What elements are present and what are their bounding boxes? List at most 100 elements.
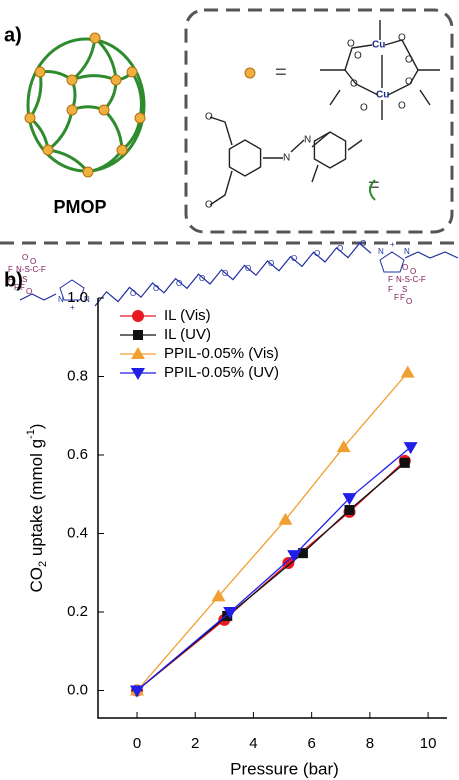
legend-label: IL (UV) <box>164 326 211 343</box>
atom: O <box>354 51 362 62</box>
marker <box>131 347 145 359</box>
charge: + <box>70 303 75 312</box>
y-label-part: ) <box>27 424 46 430</box>
y-tick-label: 1.0 <box>67 289 88 306</box>
y-label-part: CO <box>27 567 46 593</box>
cage-node <box>98 104 110 116</box>
series-line <box>136 446 412 692</box>
x-tick-label: 2 <box>191 735 199 752</box>
ring <box>379 251 405 273</box>
bond <box>347 139 363 151</box>
atom: N <box>304 135 311 146</box>
x-tick-label: 6 <box>307 735 315 752</box>
chain <box>404 251 459 259</box>
atom: O <box>130 289 136 298</box>
atom: O <box>22 253 28 262</box>
atom: N <box>283 153 290 164</box>
equals: = <box>275 61 287 83</box>
marker <box>133 330 143 340</box>
bond <box>320 44 373 71</box>
atom: O <box>406 297 412 306</box>
bond <box>290 139 305 153</box>
cage-node <box>66 104 78 116</box>
atom: O <box>268 259 274 268</box>
atom: O <box>405 55 413 66</box>
y-tick-label: 0.4 <box>67 524 88 541</box>
cage-node <box>134 112 146 124</box>
bond <box>311 164 319 183</box>
atom: O <box>205 200 213 211</box>
cage-node <box>34 66 46 78</box>
marker <box>400 365 415 378</box>
bond <box>369 179 376 201</box>
x-tick-label: 10 <box>420 735 437 752</box>
atom: O <box>30 257 36 266</box>
panel-label: b) <box>4 269 23 291</box>
atom: O <box>398 33 406 44</box>
cage-edge <box>47 109 74 152</box>
atom: N-S-C-F <box>16 265 46 274</box>
cage-node <box>66 74 78 86</box>
bond <box>209 116 233 146</box>
cage-edge <box>71 37 97 82</box>
marker <box>223 607 238 620</box>
bond <box>311 131 331 148</box>
axes <box>97 298 447 719</box>
cage-node <box>116 144 128 156</box>
ring <box>228 139 262 177</box>
marker <box>132 310 144 322</box>
atom: F <box>14 283 19 292</box>
atom: Cu <box>372 40 385 51</box>
marker <box>282 556 295 569</box>
y-tick-label: 0.6 <box>67 446 88 463</box>
atom: N <box>58 295 64 304</box>
atom: S <box>22 275 27 284</box>
y-tick-label: 0.2 <box>67 603 88 620</box>
marker <box>399 457 410 468</box>
atom: O <box>360 103 368 114</box>
atom: O <box>410 267 416 276</box>
atom: O <box>222 269 228 278</box>
bond <box>384 39 440 71</box>
marker <box>131 368 145 380</box>
atom: O <box>176 279 182 288</box>
cage-node <box>42 144 54 156</box>
bond <box>209 170 233 206</box>
cage-edge <box>93 36 118 81</box>
chain <box>19 293 57 301</box>
x-tick-label: 0 <box>133 735 141 752</box>
cage-edge <box>102 108 124 151</box>
atom: N <box>84 295 90 304</box>
y-label-part: -1 <box>25 429 37 439</box>
ring <box>313 131 347 169</box>
legend-label: PPIL-0.05% (Vis) <box>164 345 279 362</box>
equals: = <box>368 174 380 196</box>
chain <box>94 242 372 307</box>
marker <box>297 548 308 559</box>
atom: O <box>205 112 213 123</box>
atom: F <box>388 285 393 294</box>
atom: O <box>314 249 320 258</box>
y-tick-label: 0.0 <box>67 681 88 698</box>
legend-box <box>184 8 454 234</box>
atom: S <box>402 285 407 294</box>
x-tick-label: 8 <box>366 735 374 752</box>
bond <box>329 89 341 106</box>
series-line <box>136 372 409 691</box>
y-label-part: 2 <box>37 561 49 567</box>
marker <box>403 442 418 455</box>
atom: O <box>402 263 408 272</box>
atom: F <box>20 283 25 292</box>
y-label-part: uptake (mmol g <box>27 439 46 561</box>
cage-node <box>89 32 101 44</box>
atom: F <box>8 265 13 274</box>
y-tick-label: 0.8 <box>67 367 88 384</box>
atom: O <box>337 244 343 253</box>
atom: N <box>378 247 384 256</box>
y-axis-label: CO2 uptake (mmol g-1) <box>25 424 49 593</box>
marker <box>336 440 351 453</box>
atom: F <box>394 293 399 302</box>
cage-node <box>110 74 122 86</box>
cage-node <box>82 166 94 178</box>
